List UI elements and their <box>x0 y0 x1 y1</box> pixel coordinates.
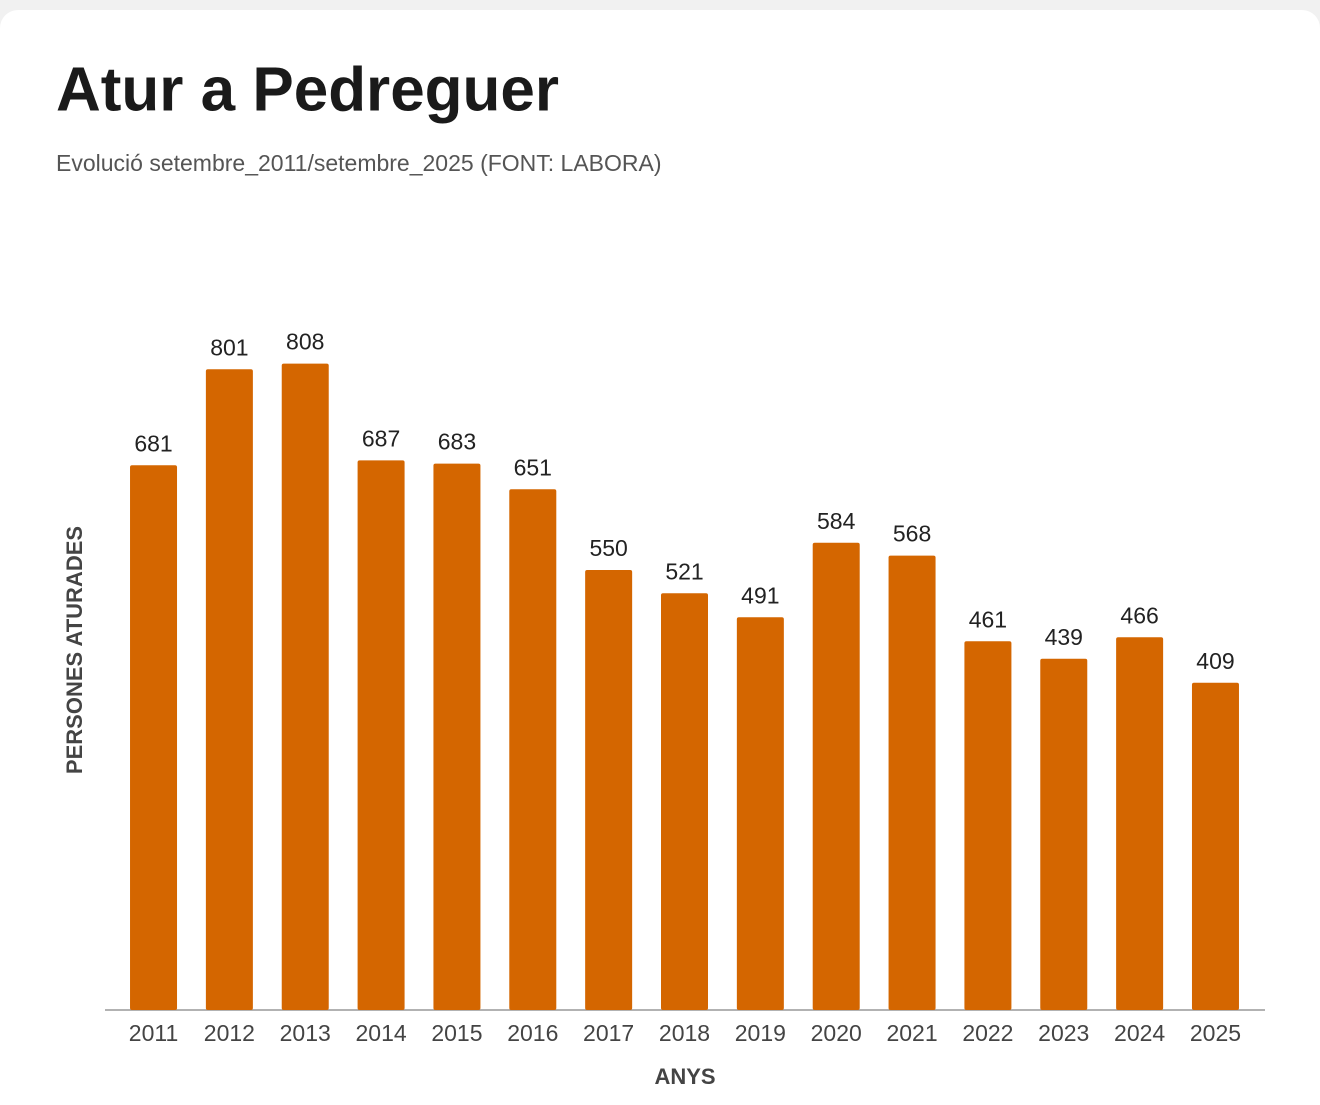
x-tick-label: 2012 <box>204 1020 255 1046</box>
bar <box>1116 637 1164 1010</box>
bar <box>509 489 557 1010</box>
bar <box>357 460 405 1010</box>
x-tick-label: 2024 <box>1114 1020 1165 1046</box>
x-tick-label: 2016 <box>507 1020 558 1046</box>
x-tick-label: 2018 <box>659 1020 710 1046</box>
bar <box>205 369 253 1010</box>
x-tick-label: 2023 <box>1038 1020 1089 1046</box>
value-label: 801 <box>210 334 248 360</box>
bar <box>585 570 633 1010</box>
value-label: 461 <box>969 606 1007 632</box>
x-tick-label: 2019 <box>735 1020 786 1046</box>
value-label: 651 <box>514 454 552 480</box>
bar <box>130 465 178 1010</box>
x-tick-label: 2014 <box>356 1020 407 1046</box>
x-tick-label: 2011 <box>129 1020 178 1046</box>
bar <box>1191 682 1239 1010</box>
value-label: 521 <box>665 558 703 584</box>
chart-title: Atur a Pedreguer <box>56 55 559 124</box>
x-tick-label: 2022 <box>962 1020 1013 1046</box>
x-tick-label: 2013 <box>280 1020 331 1046</box>
x-tick-label: 2017 <box>583 1020 634 1046</box>
x-tick-label: 2025 <box>1190 1020 1241 1046</box>
y-axis-title: PERSONES ATURADES <box>62 526 87 774</box>
bar <box>888 555 936 1010</box>
bar <box>964 641 1012 1010</box>
x-tick-label: 2015 <box>431 1020 482 1046</box>
value-label: 808 <box>286 329 324 355</box>
value-label: 681 <box>134 430 172 456</box>
value-label: 683 <box>438 429 476 455</box>
value-label: 466 <box>1120 602 1158 628</box>
x-axis-title: ANYS <box>654 1064 715 1089</box>
value-label: 409 <box>1196 648 1234 674</box>
x-tick-label: 2021 <box>886 1020 937 1046</box>
bar <box>661 593 708 1010</box>
bar <box>433 463 481 1011</box>
x-tick-label: 2020 <box>811 1020 862 1046</box>
value-label: 491 <box>741 582 779 608</box>
bar <box>1040 658 1088 1010</box>
bar <box>736 617 784 1010</box>
value-label: 439 <box>1045 624 1083 650</box>
value-label: 568 <box>893 521 931 547</box>
value-label: 687 <box>362 425 400 451</box>
chart-subtitle: Evolució setembre_2011/setembre_2025 (FO… <box>56 150 662 176</box>
bar <box>812 542 860 1010</box>
value-label: 584 <box>817 508 856 534</box>
value-label: 550 <box>589 535 627 561</box>
bar <box>281 363 329 1011</box>
